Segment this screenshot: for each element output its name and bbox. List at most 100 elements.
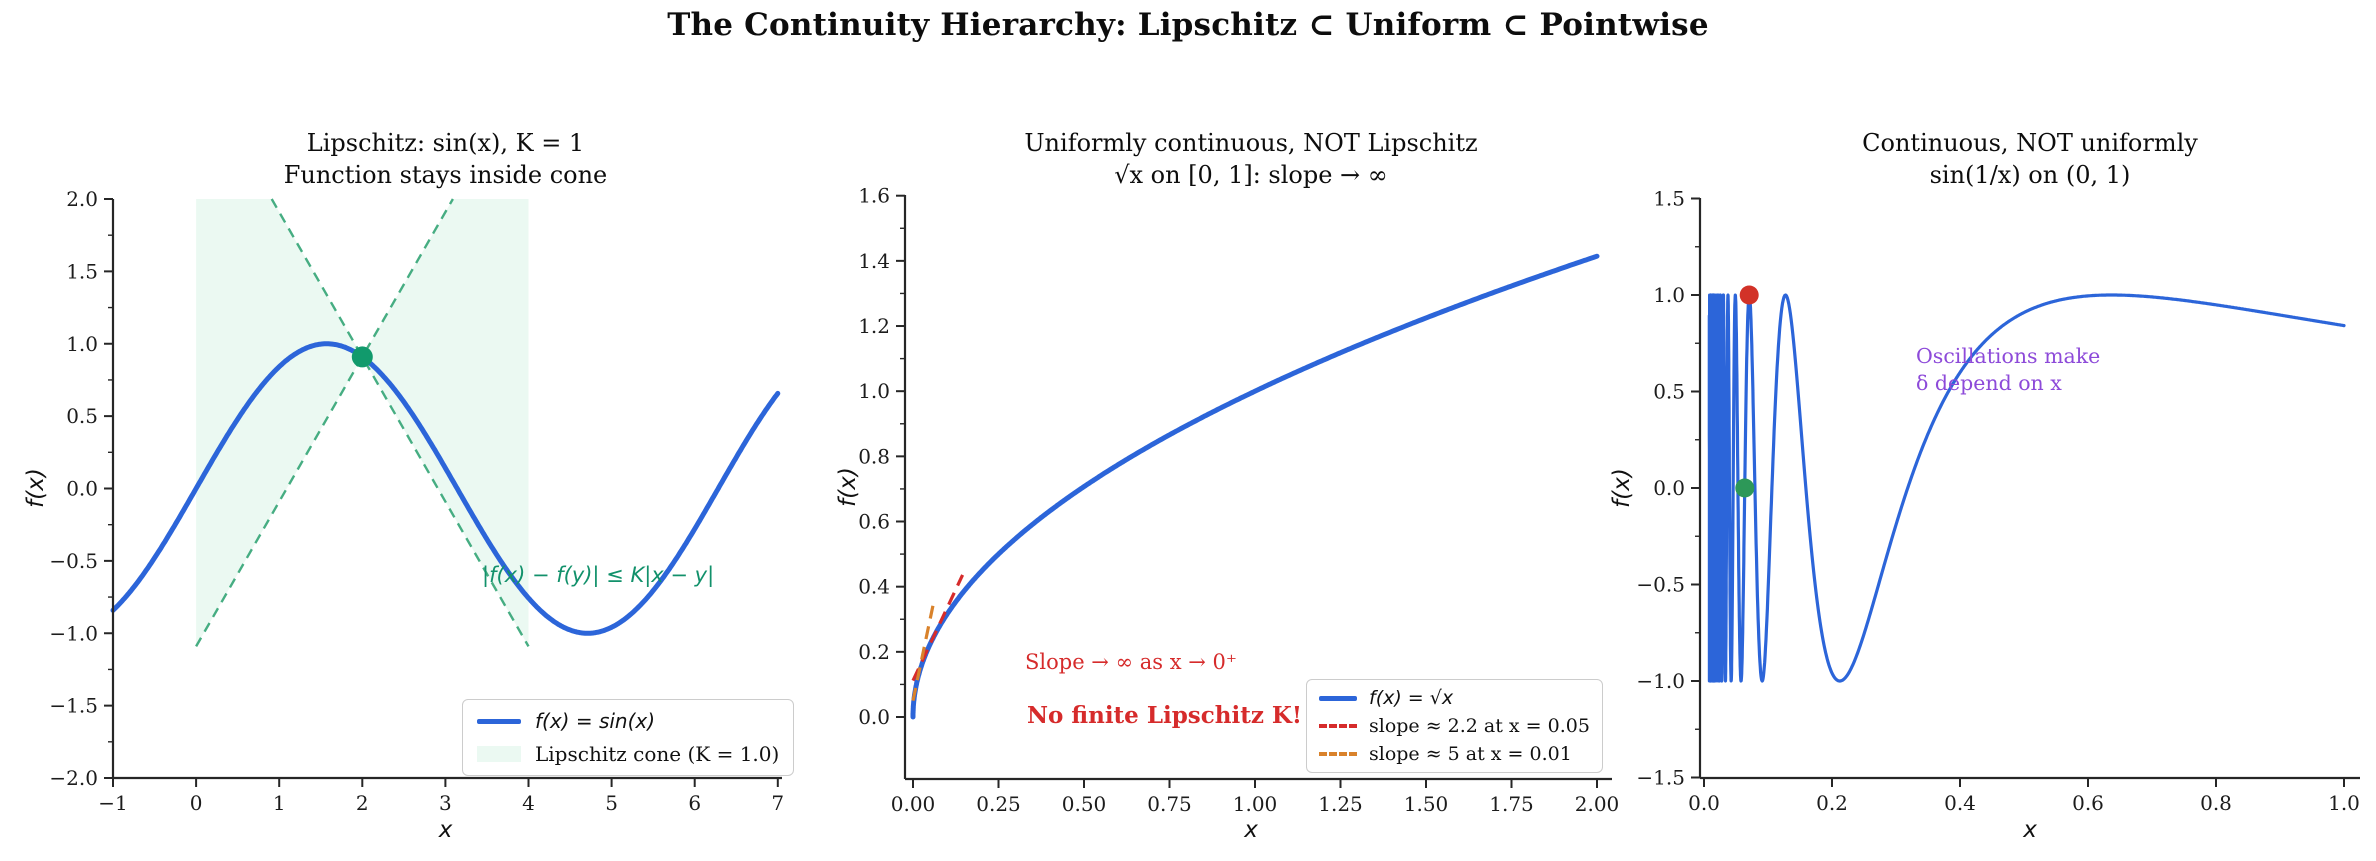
- legend-label-sqrt: f(x) = √x: [1369, 687, 1454, 709]
- oscillations-annotation: Oscillations make δ depend on x: [1916, 343, 2100, 397]
- orange-dash-swatch-icon: [1319, 752, 1357, 756]
- legend-row-sqrt: f(x) = √x: [1319, 687, 1590, 709]
- x-tick-label: 0.50: [1062, 792, 1107, 816]
- tangent-line: [911, 602, 936, 702]
- y-tick-label: −0.5: [49, 549, 98, 573]
- y-tick-label: −1.0: [49, 621, 98, 645]
- y-tick-label: −1.5: [49, 694, 98, 718]
- x-tick-label: 3: [439, 791, 452, 815]
- cone-boundary-line: [270, 198, 530, 647]
- lipschitz-inequality-annotation: |f(x) − f(y)| ≤ K|x − y|: [482, 563, 715, 587]
- subplot1-ylabel: f(x): [23, 468, 49, 508]
- subplot2-title: Uniformly continuous, NOT Lipschitz √x o…: [905, 127, 1597, 191]
- subplot3-title-line1: Continuous, NOT uniformly: [1862, 129, 2198, 157]
- x-tick-label: 2: [356, 791, 369, 815]
- subplot2-title-line2: √x on [0, 1]: slope → ∞: [1114, 161, 1388, 189]
- y-tick-label: 0.0: [1653, 476, 1685, 500]
- legend-row-cone: Lipschitz cone (K = 1.0): [477, 742, 779, 766]
- subplot1-title: Lipschitz: sin(x), K = 1 Function stays …: [113, 127, 778, 191]
- legend-label-tangent-orange: slope ≈ 5 at x = 0.01: [1369, 743, 1572, 765]
- subplot2-xlabel: x: [1244, 817, 1258, 843]
- x-tick-label: 5: [605, 791, 618, 815]
- y-tick-label: 2.0: [66, 187, 98, 211]
- subplot3-title: Continuous, NOT uniformly sin(1/x) on (0…: [1700, 127, 2360, 191]
- y-tick-label: −0.5: [1636, 573, 1685, 597]
- y-tick-label: 0.2: [858, 640, 890, 664]
- line-swatch-icon: [477, 718, 521, 724]
- lipschitz-cone-fill: [196, 199, 529, 647]
- x-tick-label: 1: [273, 791, 286, 815]
- y-tick-label: 1.0: [858, 379, 890, 403]
- subplot3-title-line2: sin(1/x) on (0, 1): [1929, 161, 2131, 189]
- x-tick-label: 2.00: [1575, 792, 1620, 816]
- legend-sqrt: f(x) = √x slope ≈ 2.2 at x = 0.05 slope …: [1306, 679, 1603, 773]
- x-tick-label: 4: [522, 791, 535, 815]
- x-tick-label: 1.75: [1489, 792, 1534, 816]
- subplot2-title-line1: Uniformly continuous, NOT Lipschitz: [1024, 129, 1478, 157]
- subplot-lipschitz-sin: −1 0 1 2 3 4 5 6 7 −2.0 −1.5 −1.0 −0.5 0.0 0.5 1.0 1.5 2.…: [49, 187, 784, 815]
- y-tick-label: 0.5: [1653, 380, 1685, 404]
- patch-swatch-icon: [477, 746, 521, 762]
- x-tick-label: 0: [190, 791, 203, 815]
- subplot3-xlabel: x: [2023, 817, 2037, 843]
- y-tick-label: 0.4: [858, 575, 890, 599]
- legend-label-sin: f(x) = sin(x): [535, 709, 656, 733]
- x-tick-label: 0.00: [891, 792, 936, 816]
- y-tick-label: 0.0: [858, 705, 890, 729]
- function-curve: [110, 341, 781, 636]
- y-tick-label: 1.0: [66, 332, 98, 356]
- legend-label-tangent-red: slope ≈ 2.2 at x = 0.05: [1369, 715, 1590, 737]
- x-tick-label: 0.8: [2200, 791, 2232, 815]
- legend-row-sin: f(x) = sin(x): [477, 709, 779, 733]
- function-curve: [1707, 293, 2346, 683]
- subplot1-title-line2: Function stays inside cone: [283, 161, 608, 189]
- y-tick-label: −1.5: [1636, 766, 1685, 790]
- x-tick-label: 0.4: [1944, 791, 1976, 815]
- no-finite-lipschitz-annotation: No finite Lipschitz K!: [1027, 702, 1303, 729]
- oscillations-annotation-line2: δ depend on x: [1916, 371, 2062, 395]
- x-tick-label: 6: [688, 791, 701, 815]
- x-tick-label: 1.0: [2328, 791, 2360, 815]
- line-swatch-icon: [1319, 695, 1357, 701]
- figure-title: The Continuity Hierarchy: Lipschitz ⊂ Un…: [667, 7, 1709, 43]
- subplot-sin-1-over-x: 0.0 0.2 0.4 0.6 0.8 1.0 −1.5 −1.0 −0.5 0.0 0.5 1.0 1…: [1636, 187, 2360, 815]
- subplot2-ylabel: f(x): [835, 467, 861, 507]
- subplot3-ylabel: f(x): [1609, 468, 1635, 508]
- x-tick-label: 0.75: [1147, 792, 1192, 816]
- x-tick-label: 0.2: [1816, 791, 1848, 815]
- y-tick-label: 1.2: [858, 314, 890, 338]
- legend-lipschitz: f(x) = sin(x) Lipschitz cone (K = 1.0): [462, 699, 795, 776]
- y-tick-label: 0.8: [858, 444, 890, 468]
- legend-label-cone: Lipschitz cone (K = 1.0): [535, 742, 780, 766]
- marked-point: [1739, 285, 1759, 305]
- marked-point: [1735, 478, 1755, 498]
- cone-center-point: [351, 346, 373, 368]
- y-tick-label: 1.5: [1653, 187, 1685, 211]
- y-tick-label: −2.0: [49, 766, 98, 790]
- y-tick-label: 1.4: [858, 249, 890, 273]
- function-curve: [910, 253, 1600, 720]
- x-tick-label: 0.6: [2072, 791, 2104, 815]
- legend-row-tangent-red: slope ≈ 2.2 at x = 0.05: [1319, 715, 1590, 737]
- y-tick-label: 0.5: [66, 404, 98, 428]
- legend-row-tangent-orange: slope ≈ 5 at x = 0.01: [1319, 743, 1590, 765]
- subplot1-xlabel: x: [438, 817, 453, 843]
- y-tick-label: 1.0: [1653, 283, 1685, 307]
- subplot-sqrt: 0.00 0.25 0.50 0.75 1.00 1.25 1.50 1.75 2.00 0.0 0…: [858, 184, 1619, 817]
- x-tick-label: −1: [98, 791, 127, 815]
- x-tick-label: 0.25: [976, 792, 1021, 816]
- y-tick-label: 0.0: [66, 477, 98, 501]
- y-tick-label: −1.0: [1636, 669, 1685, 693]
- x-tick-label: 1.00: [1233, 792, 1278, 816]
- slope-infinity-annotation: Slope → ∞ as x → 0⁺: [1025, 650, 1237, 674]
- red-dash-swatch-icon: [1319, 724, 1357, 728]
- x-tick-label: 0.0: [1688, 791, 1720, 815]
- y-tick-label: 1.6: [858, 184, 890, 208]
- cone-boundary-line: [195, 198, 454, 647]
- x-tick-label: 1.25: [1318, 792, 1363, 816]
- subplot1-title-line1: Lipschitz: sin(x), K = 1: [306, 129, 585, 157]
- x-tick-label: 7: [771, 791, 784, 815]
- y-tick-label: 1.5: [66, 259, 98, 283]
